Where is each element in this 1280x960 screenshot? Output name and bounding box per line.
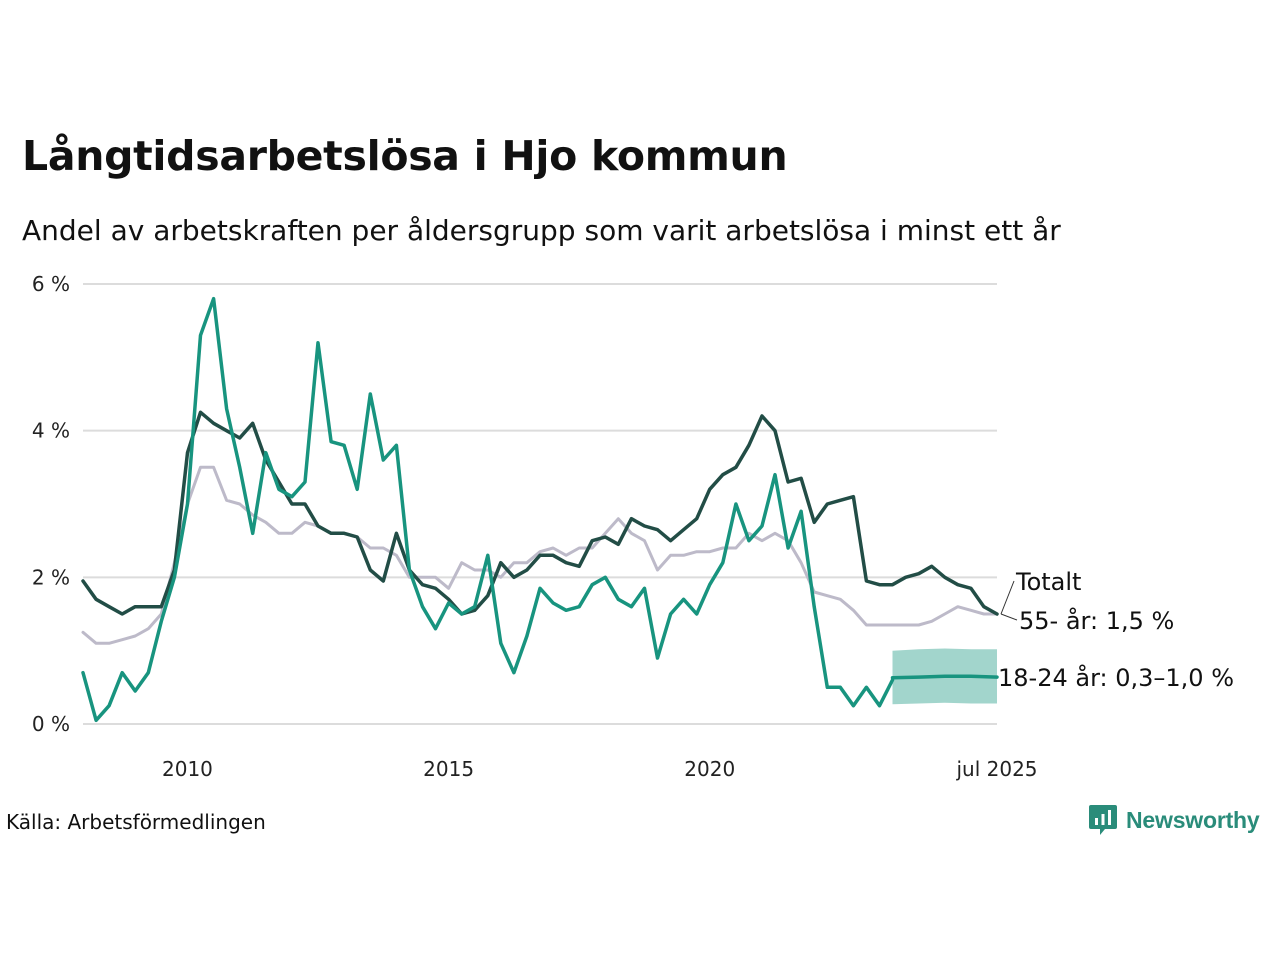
x-tick-label: 2020 (684, 757, 735, 781)
source-note: Källa: Arbetsförmedlingen (6, 810, 266, 834)
series-end-label: Totalt (1015, 568, 1081, 596)
series-end-label: 18-24 år: 0,3–1,0 % (998, 663, 1234, 692)
series-line-2 (81, 296, 895, 723)
gridlines (83, 283, 997, 725)
y-axis-ticks: 0 % 2 % 4 % 6 % (32, 272, 70, 736)
series-lines (81, 296, 999, 723)
series-line-1 (81, 410, 999, 616)
x-tick-label: jul 2025 (955, 757, 1037, 781)
series-estimate-line (890, 674, 999, 680)
brand-logo: Newsworthy (1088, 803, 1260, 837)
y-tick-label: 2 % (32, 565, 70, 589)
chart-subtitle: Andel av arbetskraften per åldersgrupp s… (22, 214, 1061, 247)
label-leader-line (1000, 613, 1018, 621)
x-tick-label: 2010 (162, 757, 213, 781)
newsworthy-logo-icon (1089, 805, 1117, 835)
x-axis-ticks: 2010 2015 2020 jul 2025 (162, 757, 1038, 781)
series-end-label: 55- år: 1,5 % (1019, 606, 1174, 635)
end-labels: Totalt 55- år: 1,5 % 18-24 år: 0,3–1,0 % (998, 568, 1234, 692)
y-tick-label: 4 % (32, 419, 70, 443)
series-line-0 (81, 465, 999, 645)
y-tick-label: 0 % (32, 712, 70, 736)
brand-name: Newsworthy (1126, 806, 1260, 833)
label-leader-line (1000, 580, 1015, 615)
x-tick-label: 2015 (423, 757, 474, 781)
y-tick-label: 6 % (32, 272, 70, 296)
chart-title: Långtidsarbetslösa i Hjo kommun (22, 132, 788, 180)
